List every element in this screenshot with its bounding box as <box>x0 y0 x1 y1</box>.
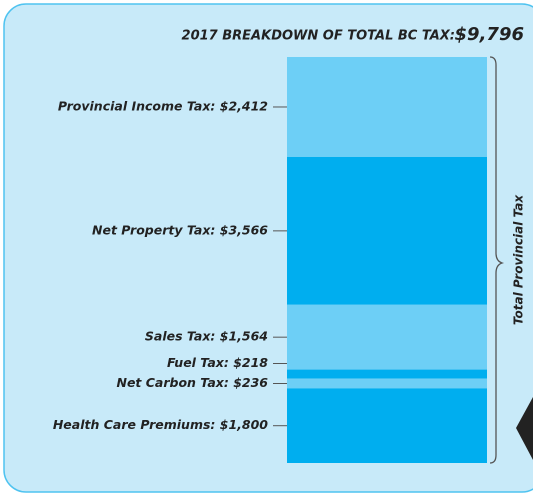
segment <box>287 304 487 370</box>
brace-label: Total Provincial Tax <box>512 194 526 326</box>
segment <box>287 57 487 157</box>
segment-label: Fuel Tax: $218 <box>167 355 268 370</box>
segment <box>287 378 487 389</box>
total-label: $9,796 <box>455 24 524 45</box>
arrow <box>516 397 533 460</box>
segment-label: Net Carbon Tax: $236 <box>116 375 268 390</box>
segment-label: Sales Tax: $1,564 <box>145 329 268 344</box>
segment-label: Health Care Premiums: $1,800 <box>53 417 268 432</box>
segment-label: Provincial Income Tax: $2,412 <box>58 98 268 113</box>
chart-title: 2017 BREAKDOWN OF TOTAL BC TAX: <box>182 29 455 44</box>
segment <box>287 388 487 463</box>
segment <box>287 156 487 305</box>
segment-label: Net Property Tax: $3,566 <box>92 222 268 237</box>
brace <box>489 56 505 464</box>
segment <box>287 369 487 379</box>
